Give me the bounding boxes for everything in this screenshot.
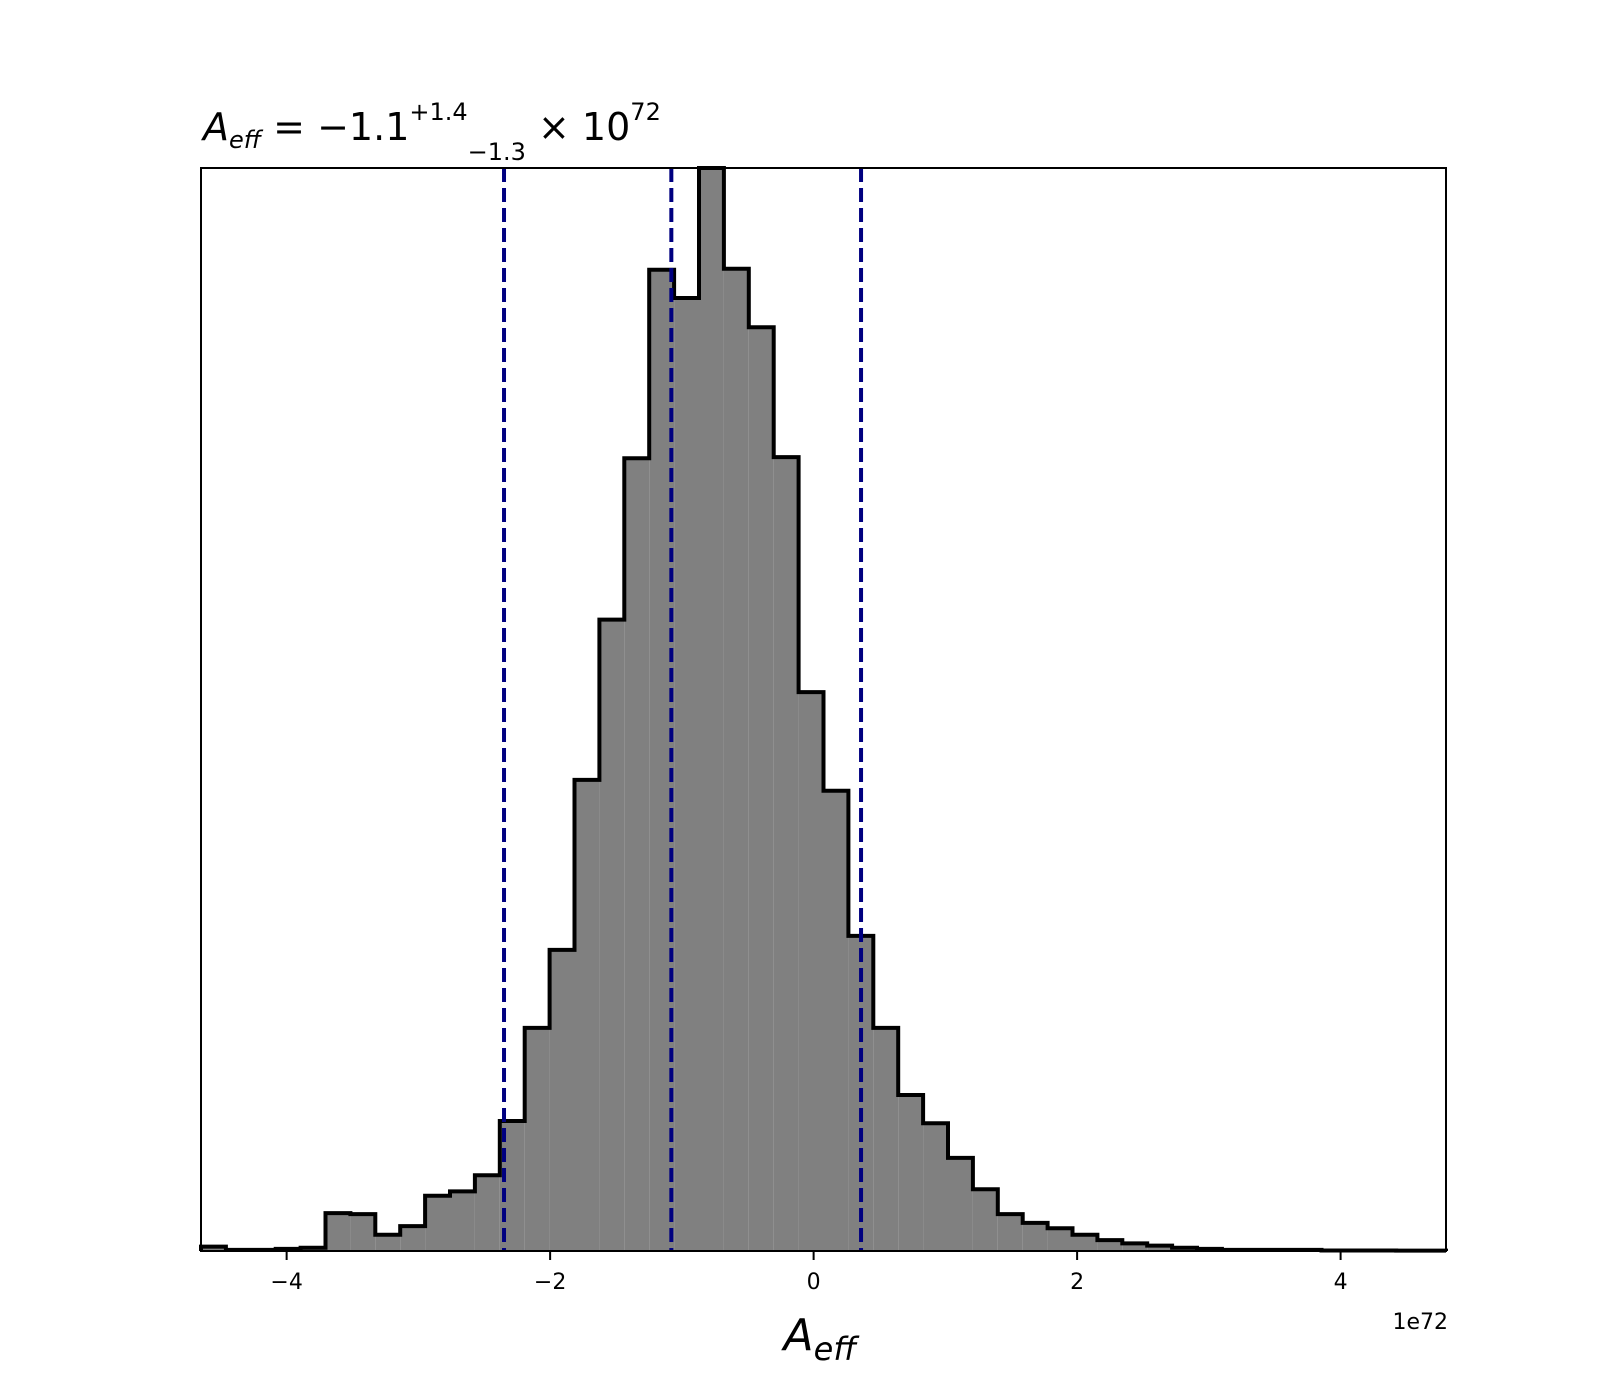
histogram-bar (699, 168, 724, 1251)
histogram-bar (425, 1195, 450, 1251)
histogram-bar (823, 790, 849, 1251)
title-lower-error: −1.3 (468, 138, 526, 166)
histogram-bar (350, 1214, 376, 1251)
histogram-bar (1072, 1234, 1098, 1251)
axes-frame (200, 167, 1447, 1252)
histogram-bar (474, 1175, 500, 1251)
x-tick-label: 4 (1334, 1270, 1348, 1295)
histogram-bar (524, 1027, 550, 1251)
x-axis-label-subscript: eff (814, 1330, 861, 1368)
chart-title: Aeff = −1.1+1.4−1.3 × 1072 (200, 98, 661, 166)
histogram-bar (624, 458, 650, 1251)
x-tick-label: −2 (534, 1270, 566, 1295)
histogram-bar (773, 457, 799, 1251)
histogram-bar (400, 1226, 426, 1251)
quantile-lines (502, 168, 864, 1251)
histogram-bar (723, 268, 749, 1251)
x-axis-ticks: −4 −2 0 2 4 (270, 1251, 1348, 1295)
histogram-bar (972, 1189, 998, 1251)
histogram-bar (798, 692, 824, 1251)
histogram-bar (549, 949, 575, 1251)
histogram-outline (199, 166, 1448, 1253)
histogram-bar (898, 1095, 924, 1251)
histogram-bar (873, 1027, 899, 1251)
plot-area: −4 −2 0 2 4 (199, 166, 1448, 1295)
title-exponent: 72 (630, 98, 661, 126)
title-equals: = −1.1 (261, 105, 409, 149)
histogram-bar (674, 297, 699, 1252)
histogram-bar (997, 1214, 1023, 1251)
x-tick-label: −4 (270, 1270, 302, 1295)
histogram-bar (574, 779, 600, 1251)
x-tick-label: 2 (1070, 1270, 1084, 1295)
histogram-bar (748, 327, 774, 1251)
histogram-bar (375, 1234, 401, 1251)
title-upper-error: +1.4 (409, 98, 467, 126)
x-axis-label: Aeff (781, 1310, 861, 1368)
histogram-bar (201, 1246, 226, 1251)
title-symbol: A (200, 105, 229, 149)
histogram-bar (1097, 1240, 1123, 1251)
histogram-bars (201, 168, 1446, 1252)
histogram-bar (1022, 1222, 1048, 1251)
histogram-bar (325, 1213, 351, 1251)
x-axis-offset-label: 1e72 (1392, 1310, 1448, 1335)
histogram-bar (450, 1191, 475, 1251)
title-symbol-subscript: eff (229, 126, 264, 154)
histogram-bar (599, 619, 625, 1251)
histogram-bar (1147, 1245, 1173, 1251)
histogram-bar (923, 1123, 948, 1251)
histogram-bar (1122, 1243, 1148, 1251)
histogram-bar (948, 1157, 973, 1251)
x-tick-label: 0 (807, 1270, 821, 1295)
histogram-bar (1047, 1228, 1073, 1251)
x-axis-label-symbol: A (781, 1310, 814, 1361)
title-times: × 10 (526, 105, 630, 149)
